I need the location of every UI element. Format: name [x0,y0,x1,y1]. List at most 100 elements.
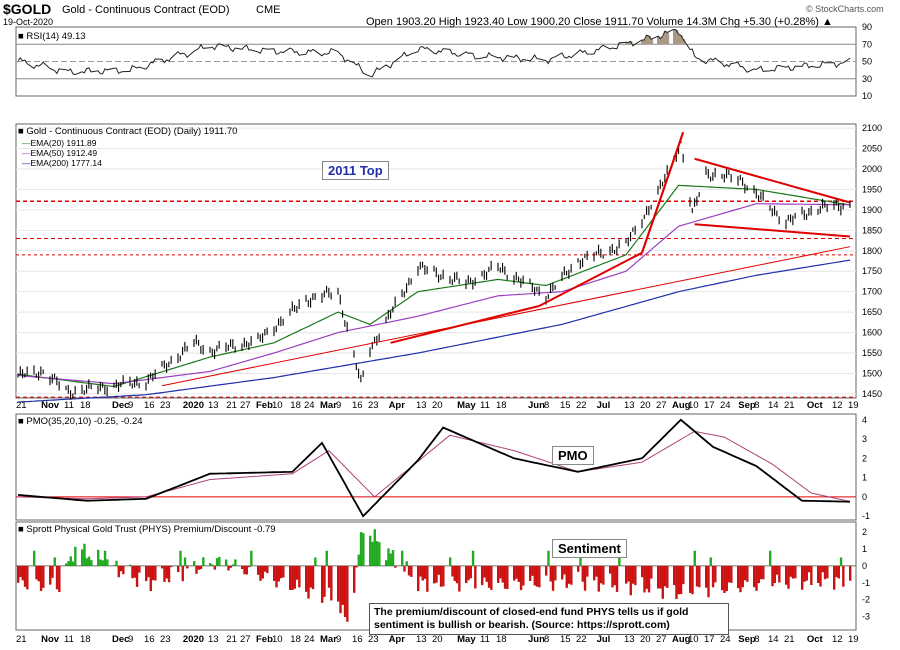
sentiment-bar [613,565,616,586]
price-tick-label: 1500 [862,368,882,378]
rsi-overbought-fill [647,36,651,45]
sentiment-bar [369,535,372,566]
sentiment-bar [359,532,363,566]
sentiment-bar [234,559,237,566]
sentiment-bar [618,550,621,566]
sentiment-bar [69,556,72,566]
sentiment-bar [209,563,212,566]
x-axis-label: 23 [368,400,379,411]
sentiment-bar [645,565,648,589]
trendline [161,246,851,387]
x-axis-label: Aug [672,634,691,645]
chart-instrument-name: Gold - Continuous Contract (EOD) [62,4,230,16]
price-tick-label: 1900 [862,205,882,215]
sentiment-tick-label: -1 [862,578,870,588]
x-axis-label: Nov [41,400,60,411]
x-axis-label: 13 [208,400,219,411]
x-axis-label: Mar [320,634,337,645]
sentiment-bar [341,565,344,605]
price-tick-label: 1750 [862,266,882,276]
x-axis-label: May [457,400,476,411]
x-axis-label: 23 [160,400,171,411]
sentiment-bar [771,565,774,587]
x-axis-label: 8 [754,634,759,645]
sentiment-bar [663,565,667,587]
sentiment-bar [474,565,477,589]
sentiment-bar [435,565,438,583]
price-tick-label: 1450 [862,389,882,399]
x-axis-label: 16 [352,634,363,645]
sentiment-bar [165,565,168,579]
sentiment-callout: Sentiment [552,539,627,558]
price-tick-label: 1950 [862,184,882,194]
sentiment-bar [291,565,294,591]
sentiment-bar [51,565,54,578]
sentiment-bar [682,565,685,585]
x-axis-label: 15 [560,634,571,645]
sentiment-bar [211,564,214,566]
sentiment-bar [849,565,852,581]
sentiment-bar [106,559,109,566]
sentiment-tick-label: -3 [862,612,870,622]
sentiment-bar [810,565,813,585]
sentiment-bar [423,565,427,579]
sentiment-bar [839,557,843,566]
trendline [390,305,540,344]
rsi-overbought-fill [666,32,670,45]
x-axis-label: 9 [336,400,341,411]
sentiment-bar [282,565,285,578]
sentiment-bar [561,565,564,580]
sentiment-bar [737,565,740,589]
pmo-line [17,418,851,518]
sentiment-bar [39,565,43,591]
sentiment-bar [53,557,56,566]
sentiment-bar [689,565,692,593]
sentiment-bar [437,565,440,575]
x-axis-label: Dec [112,634,129,645]
sentiment-bar [727,565,731,583]
sentiment-bar [746,565,749,582]
sentiment-bar [138,565,141,573]
x-axis-label: Jul [597,634,611,645]
sentiment-bar [513,565,516,581]
x-axis-label: 23 [160,634,171,645]
sentiment-bar [487,565,491,588]
sentiment-bar [551,565,555,591]
sentiment-bar [458,565,461,592]
sentiment-bar [705,565,708,588]
sentiment-bar [231,564,235,566]
sentiment-bar [199,565,203,570]
sentiment-bar [730,565,733,583]
sentiment-bar [135,565,139,587]
x-axis-label: 18 [496,400,507,411]
price-tick-label: 1550 [862,348,882,358]
pmo-signal-line [18,430,851,502]
sentiment-bar [778,565,781,583]
sentiment-bar [698,565,701,588]
sentiment-bar [26,565,29,590]
sentiment-bar [154,565,157,581]
sentiment-bar [629,565,632,596]
sentiment-bar [545,565,548,576]
sentiment-bar [455,565,459,584]
rsi-overbought-fill [625,42,628,45]
x-axis-label: 18 [80,634,91,645]
sentiment-bar [595,565,598,577]
price-tick-label: 1600 [862,328,882,338]
sentiment-bar [650,565,653,579]
rsi-overbought-fill [675,30,679,45]
sentiment-bar [21,565,24,581]
sentiment-bar [103,550,107,566]
price-tick-label: 2000 [862,164,882,174]
sentiment-bar [327,565,331,588]
sentiment-bar [99,559,102,566]
sentiment-bar [149,565,152,592]
sentiment-bar [833,565,836,590]
sentiment-bar [803,565,806,582]
sentiment-bar [197,565,200,570]
pmo-label: ■ PMO(35,20,10) -0.25, -0.24 [18,416,143,427]
sentiment-bar [634,565,637,586]
x-axis-label: 24 [304,634,315,645]
x-axis-label: 18 [290,400,301,411]
sentiment-bar [90,560,93,566]
